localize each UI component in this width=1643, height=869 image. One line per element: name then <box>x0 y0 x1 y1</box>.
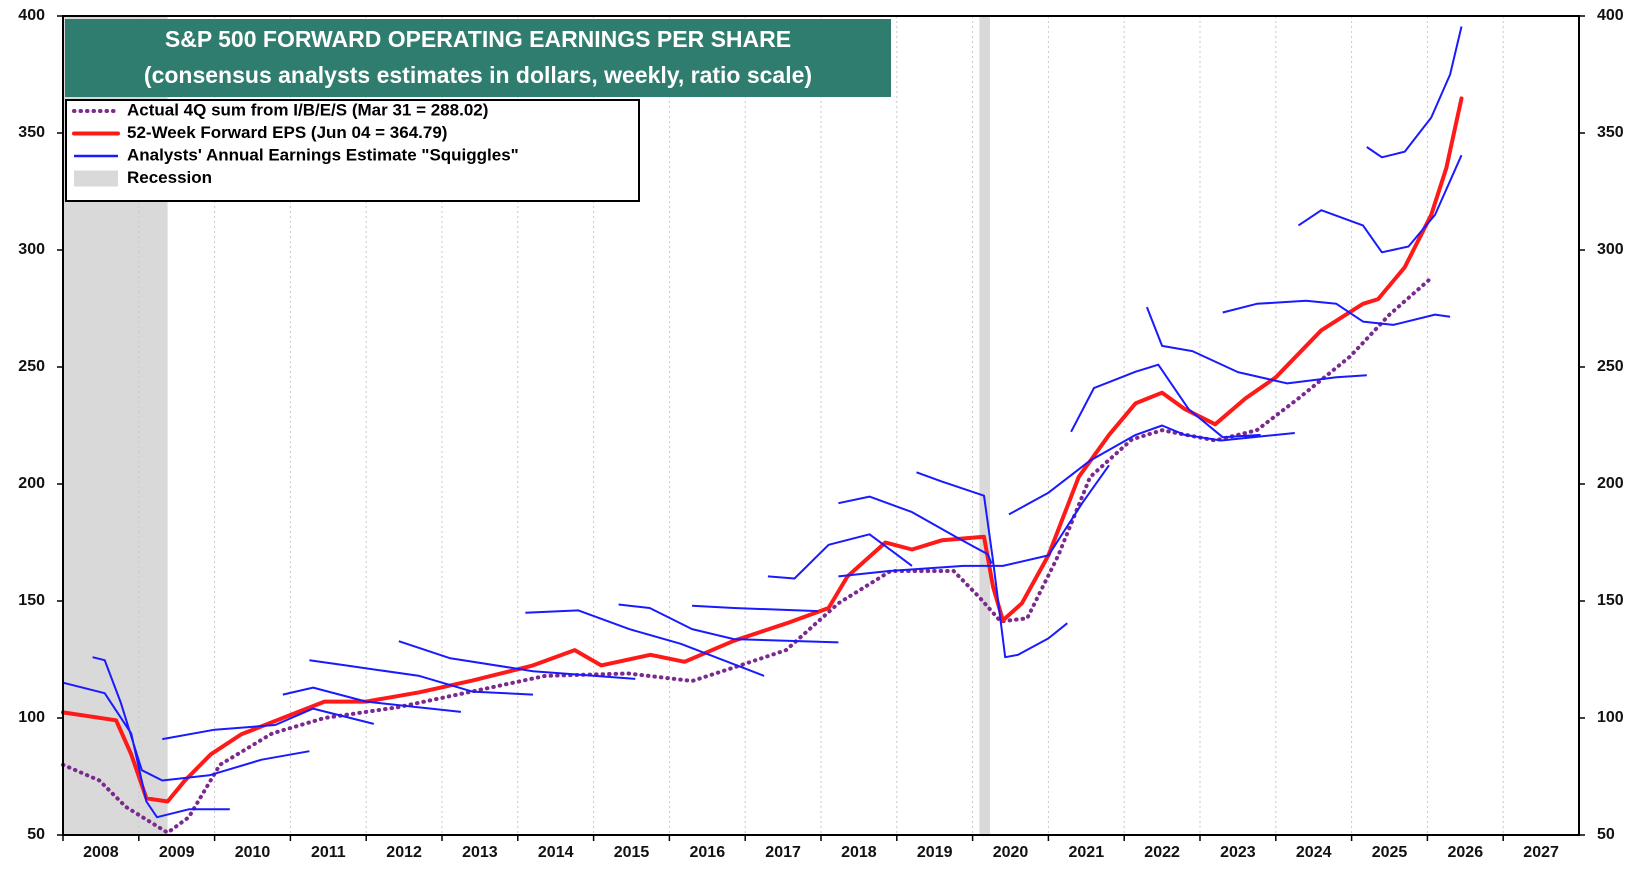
legend: Actual 4Q sum from I/B/E/S (Mar 31 = 288… <box>65 99 640 202</box>
series-line <box>61 96 1464 804</box>
y2-tick-label: 100 <box>1597 709 1624 726</box>
plot-lines <box>61 26 1464 835</box>
title-background <box>65 19 891 97</box>
x-tick-label: 2027 <box>1523 844 1559 861</box>
y-tick-label: 350 <box>18 124 45 141</box>
x-tick-label: 2016 <box>690 844 726 861</box>
x-tick-label: 2008 <box>83 844 119 861</box>
series-line <box>61 276 1434 835</box>
x-tick-label: 2014 <box>538 844 574 861</box>
legend-swatch <box>74 170 118 187</box>
y-tick-label: 300 <box>18 241 45 258</box>
y2-tick-label: 350 <box>1597 124 1624 141</box>
legend-box <box>65 99 640 202</box>
x-tick-label: 2022 <box>1144 844 1180 861</box>
x-tick-label: 2024 <box>1296 844 1332 861</box>
x-tick-label: 2019 <box>917 844 953 861</box>
x-tick-label: 2017 <box>765 844 801 861</box>
x-tick-label: 2021 <box>1069 844 1105 861</box>
series-line <box>62 26 1463 819</box>
legend-label: Actual 4Q sum from I/B/E/S (Mar 31 = 288… <box>127 100 488 119</box>
y2-tick-label: 200 <box>1597 475 1624 492</box>
legend-label: 52-Week Forward EPS (Jun 04 = 364.79) <box>127 123 447 142</box>
x-tick-label: 2026 <box>1448 844 1484 861</box>
x-tick-label: 2013 <box>462 844 498 861</box>
x-tick-label: 2018 <box>841 844 877 861</box>
y-tick-label: 250 <box>18 358 45 375</box>
chart-subtitle: (consensus analysts estimates in dollars… <box>144 62 812 88</box>
x-tick-label: 2012 <box>386 844 422 861</box>
chart-title: S&P 500 FORWARD OPERATING EARNINGS PER S… <box>165 26 791 52</box>
y-tick-label: 50 <box>27 826 45 843</box>
x-tick-label: 2015 <box>614 844 650 861</box>
x-tick-label: 2025 <box>1372 844 1408 861</box>
legend-label: Recession <box>127 168 212 187</box>
x-tick-label: 2020 <box>993 844 1029 861</box>
y-tick-label: 200 <box>18 475 45 492</box>
y-tick-label: 100 <box>18 709 45 726</box>
y2-tick-label: 50 <box>1597 826 1615 843</box>
y2-tick-label: 150 <box>1597 592 1624 609</box>
x-tick-label: 2009 <box>159 844 195 861</box>
y2-tick-label: 400 <box>1597 7 1624 24</box>
title-box: S&P 500 FORWARD OPERATING EARNINGS PER S… <box>65 19 891 97</box>
recession-band <box>979 16 991 835</box>
x-tick-label: 2023 <box>1220 844 1256 861</box>
y2-tick-label: 300 <box>1597 241 1624 258</box>
x-tick-label: 2011 <box>311 844 346 861</box>
legend-label: Analysts' Annual Earnings Estimate "Squi… <box>127 145 519 164</box>
y2-tick-label: 250 <box>1597 358 1624 375</box>
y-tick-label: 150 <box>18 592 45 609</box>
x-tick-label: 2010 <box>235 844 271 861</box>
y-tick-label: 400 <box>18 7 45 24</box>
